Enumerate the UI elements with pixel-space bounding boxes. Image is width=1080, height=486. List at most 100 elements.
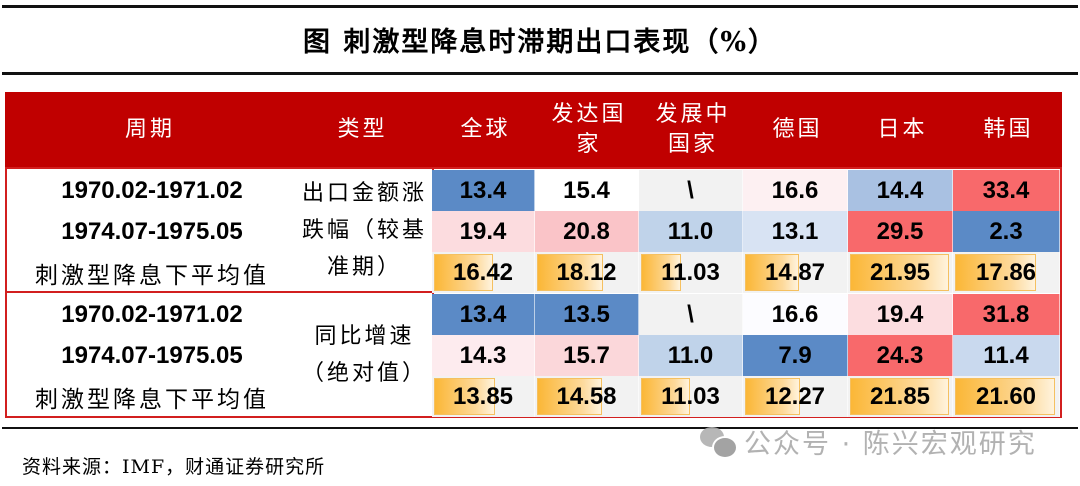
cell-value: 31.8	[982, 300, 1030, 328]
group-yoy-growth: 同比增速（绝对值） 1970.02-1971.02 13.4 13.5 \ 16.6 19…	[5, 293, 1062, 418]
table-cell: 13.4	[432, 170, 535, 211]
cell-value: 12.27	[764, 382, 826, 410]
cell-value: 24.3	[876, 341, 924, 369]
table-cell: 11.0	[639, 335, 743, 376]
cell-value: 17.86	[975, 258, 1037, 286]
row-average-label: 刺激型降息下平均值	[35, 386, 269, 413]
cell-value: 13.85	[452, 382, 514, 410]
table-cell: 13.4	[432, 294, 535, 335]
table-header: 周期 类型 全球 发达国家 发展中国家 德国 日本 韩国	[5, 92, 1062, 167]
table-cell: 24.3	[848, 335, 953, 376]
data-bar	[434, 378, 495, 415]
header-developed: 发达国家	[551, 101, 627, 157]
table-cell: 21.95	[848, 252, 953, 293]
group-export-amount: 出口金额涨跌幅（较基准期） 1970.02-1971.02 13.4 15.4 \ 16…	[5, 167, 1062, 293]
cell-value: 11.0	[667, 341, 714, 369]
table-cell: 13.1	[743, 211, 848, 252]
cell-value: 11.4	[983, 341, 1029, 369]
header-period: 周期	[124, 116, 175, 142]
header-korea: 韩国	[983, 116, 1034, 142]
row-period-label: 1974.07-1975.05	[61, 217, 243, 245]
cell-value: \	[687, 300, 694, 328]
source-note: 资料来源：IMF，财通证券研究所	[22, 456, 326, 478]
cell-value: 13.4	[459, 176, 507, 204]
table-cell: 7.9	[743, 335, 848, 376]
table-cell: 11.4	[953, 335, 1060, 376]
watermark: 公众号 · 陈兴宏观研究	[700, 422, 1037, 461]
cell-value: 15.4	[563, 176, 610, 204]
data-bar	[537, 254, 603, 291]
table-cell: 19.4	[432, 211, 535, 252]
type-label: 同比增速（绝对值）	[297, 293, 434, 416]
table-cell: 18.12	[535, 252, 639, 293]
data-bar	[850, 378, 949, 415]
cell-value: 2.3	[989, 217, 1023, 245]
title-rule	[2, 72, 1078, 75]
data-table: 周期 类型 全球 发达国家 发展中国家 德国 日本 韩国 出口金额涨跌幅（较基准…	[5, 92, 1062, 418]
table-cell: 14.87	[743, 252, 848, 293]
cell-value: 16.6	[771, 300, 819, 328]
data-bar	[955, 378, 1055, 415]
cell-value: 29.5	[876, 217, 924, 245]
table-cell: 14.58	[535, 376, 639, 417]
table-cell: 12.27	[743, 376, 848, 417]
header-type: 类型	[337, 116, 388, 142]
cell-value: 18.12	[556, 258, 617, 286]
data-bar	[745, 378, 800, 415]
table-cell: 2.3	[953, 211, 1060, 252]
cell-value: 7.9	[778, 341, 812, 369]
table-cell: 16.42	[432, 252, 535, 293]
bottom-rule	[2, 427, 1078, 429]
cell-value: 14.87	[764, 258, 826, 286]
table-cell: 21.85	[848, 376, 953, 417]
header-global: 全球	[460, 116, 511, 142]
table-cell: \	[639, 170, 743, 211]
row-period-label: 1970.02-1971.02	[61, 176, 243, 204]
figure-title: 图 刺激型降息时滞期出口表现（%）	[302, 27, 778, 58]
table-cell: 14.4	[848, 170, 953, 211]
row-period-label: 1970.02-1971.02	[61, 300, 243, 328]
cell-value: 14.4	[876, 176, 924, 204]
table-cell: 11.03	[639, 252, 743, 293]
cell-value: 14.58	[556, 382, 617, 410]
data-bar	[641, 254, 681, 291]
table-cell: 16.6	[743, 294, 848, 335]
cell-value: 13.5	[563, 300, 610, 328]
table-cell: 11.03	[639, 376, 743, 417]
table-cell: 11.0	[639, 211, 743, 252]
watermark-text: 公众号 · 陈兴宏观研究	[744, 429, 1037, 460]
cell-value: 13.4	[459, 300, 507, 328]
data-bar	[955, 254, 1036, 291]
table-cell: 29.5	[848, 211, 953, 252]
cell-value: 19.4	[459, 217, 507, 245]
cell-value: 14.3	[459, 341, 507, 369]
table-cell: 21.60	[953, 376, 1060, 417]
cell-value: 15.7	[563, 341, 610, 369]
cell-value: 16.6	[771, 176, 819, 204]
cell-value: 11.03	[661, 382, 720, 410]
table-cell: 15.7	[535, 335, 639, 376]
row-average-label: 刺激型降息下平均值	[35, 262, 269, 289]
data-bar	[745, 254, 799, 291]
table-cell: 19.4	[848, 294, 953, 335]
cell-value: 21.85	[869, 382, 931, 410]
data-bar	[641, 378, 690, 415]
table-cell: 16.6	[743, 170, 848, 211]
type-label: 出口金额涨跌幅（较基准期）	[297, 169, 434, 291]
cell-value: 21.95	[869, 258, 931, 286]
table-cell: \	[639, 294, 743, 335]
header-japan: 日本	[877, 116, 928, 142]
cell-value: 16.42	[452, 258, 514, 286]
row-period-label: 1974.07-1975.05	[61, 341, 243, 369]
table-cell: 17.86	[953, 252, 1060, 293]
data-bar	[537, 378, 602, 415]
cell-value: 21.60	[975, 382, 1037, 410]
cell-value: 11.0	[667, 217, 714, 245]
table-cell: 13.5	[535, 294, 639, 335]
data-bar	[434, 254, 493, 291]
table-cell: 14.3	[432, 335, 535, 376]
table-cell: 33.4	[953, 170, 1060, 211]
table-cell: 31.8	[953, 294, 1060, 335]
wechat-icon	[700, 426, 738, 459]
cell-value: 33.4	[982, 176, 1030, 204]
